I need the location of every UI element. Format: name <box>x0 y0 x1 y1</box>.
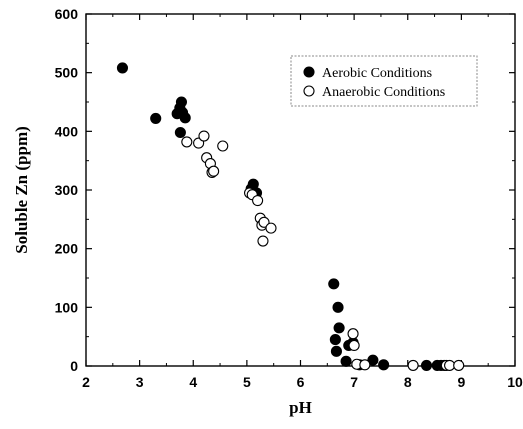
aerobic-data-point <box>328 278 340 290</box>
x-tick-label: 2 <box>82 374 90 390</box>
x-tick-label: 5 <box>243 374 251 390</box>
anaerobic-data-point <box>347 328 359 340</box>
aerobic-data-point <box>329 334 341 346</box>
anaerobic-data-point <box>359 359 371 371</box>
anaerobic-data-point <box>208 165 220 177</box>
y-tick-label: 300 <box>55 182 79 198</box>
x-tick-label: 9 <box>457 374 465 390</box>
plot-area-frame <box>85 13 516 367</box>
aerobic-data-point <box>175 96 188 108</box>
aerobic-data-point <box>378 359 390 371</box>
anaerobic-data-point <box>198 130 210 142</box>
aerobic-data-point <box>330 345 342 357</box>
y-tick-label: 200 <box>55 241 79 257</box>
legend-box <box>290 55 478 107</box>
x-tick-label: 6 <box>297 374 305 390</box>
legend-marker-aerobic <box>303 66 315 78</box>
legend-marker-anaerobic <box>303 85 315 97</box>
aerobic-data-point <box>332 301 344 313</box>
aerobic-data-point <box>340 355 352 367</box>
legend: Aerobic Conditions Anaerobic Conditions <box>290 55 478 107</box>
anaerobic-data-point <box>444 359 456 371</box>
anaerobic-data-point <box>252 195 264 207</box>
anaerobic-data-point <box>258 216 270 228</box>
anaerobic-data-point <box>257 235 269 247</box>
y-tick-label: 600 <box>55 6 79 22</box>
anaerobic-data-point <box>217 140 229 152</box>
aerobic-data-point <box>367 354 379 366</box>
y-tick-label: 100 <box>55 299 79 315</box>
anaerobic-data-point <box>407 359 419 371</box>
anaerobic-data-point <box>348 339 360 352</box>
aerobic-data-point <box>420 359 433 371</box>
x-tick-label: 10 <box>507 374 523 390</box>
x-tick-label: 7 <box>350 374 358 390</box>
legend-label-aerobic: Aerobic Conditions <box>322 66 432 81</box>
aerobic-data-point <box>150 112 162 124</box>
legend-label-anaerobic: Anaerobic Conditions <box>322 85 445 100</box>
x-axis-title: pH <box>289 398 312 417</box>
aerobic-data-point <box>179 112 191 124</box>
anaerobic-data-point <box>453 359 465 371</box>
y-tick-label: 500 <box>55 65 79 81</box>
aerobic-data-point <box>116 62 129 74</box>
anaerobic-data-point <box>181 136 193 148</box>
x-tick-label: 3 <box>136 374 144 390</box>
y-axis-title: Soluble Zn (ppm) <box>12 126 31 254</box>
y-tick-label: 400 <box>55 123 79 139</box>
x-tick-label: 4 <box>189 374 197 390</box>
x-tick-label: 8 <box>404 374 412 390</box>
y-tick-label: 0 <box>70 358 78 374</box>
aerobic-data-point <box>333 322 345 334</box>
data-points <box>116 62 465 371</box>
aerobic-data-point <box>174 126 186 139</box>
anaerobic-data-point <box>265 222 277 234</box>
